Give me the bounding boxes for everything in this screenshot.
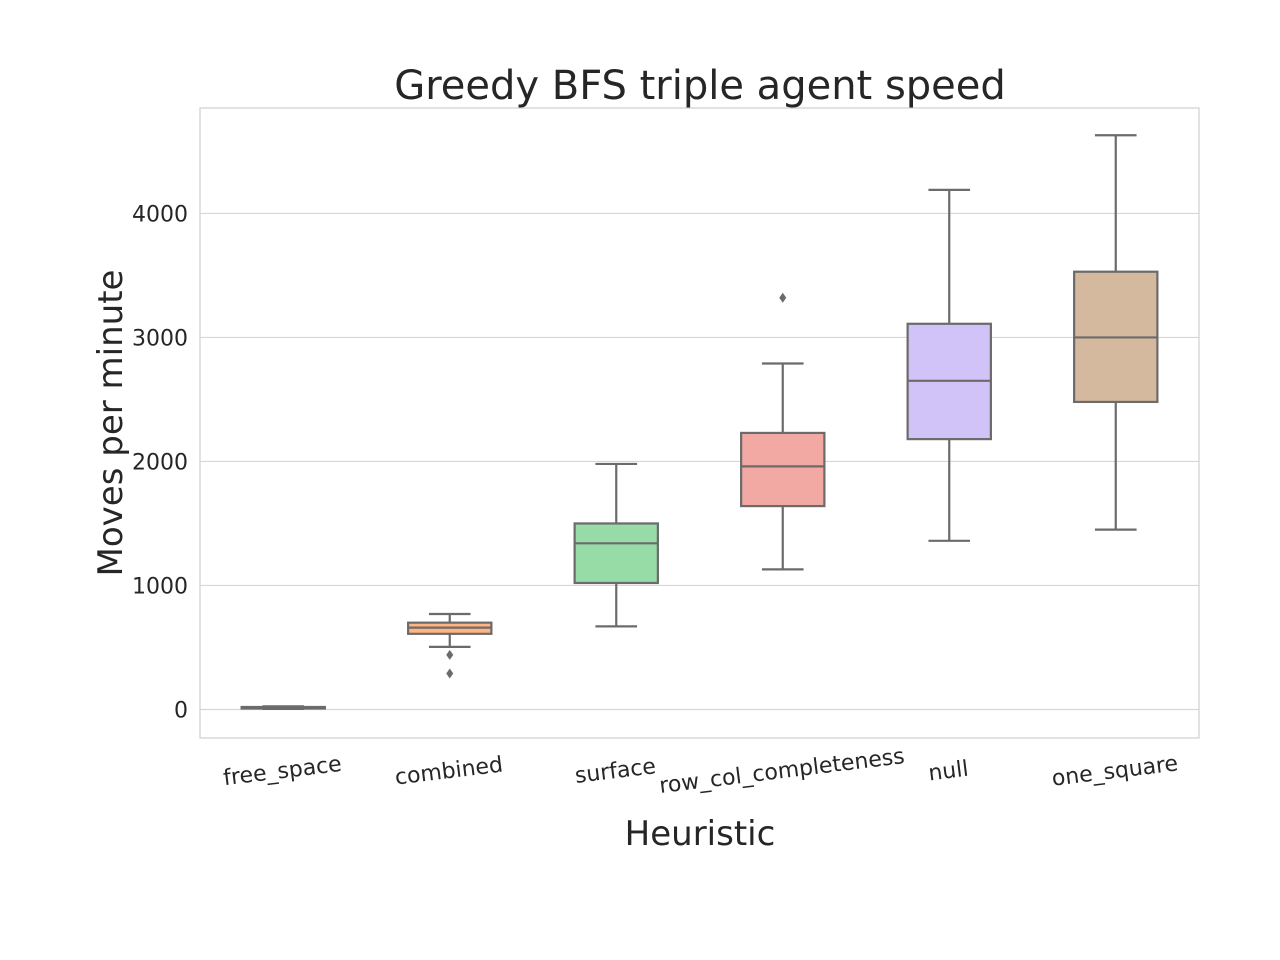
iqr-box-row_col_completeness bbox=[740, 431, 826, 508]
outlier-combined-1 bbox=[446, 668, 454, 679]
box-surface bbox=[573, 462, 659, 628]
box-row_col_completeness bbox=[740, 292, 826, 571]
y-axis-ticks: 0 1000 2000 3000 4000 bbox=[132, 202, 188, 723]
box-one_square bbox=[1073, 134, 1159, 531]
outlier-combined-0 bbox=[446, 649, 454, 660]
box-series bbox=[240, 134, 1159, 710]
plot-frame bbox=[199, 107, 1200, 739]
y-tick-label-0: 0 bbox=[174, 698, 188, 723]
box-combined bbox=[407, 612, 493, 679]
iqr-box-surface bbox=[573, 522, 659, 585]
y-axis-label: Moves per minute bbox=[91, 270, 131, 577]
y-tick-label-4000: 4000 bbox=[132, 202, 188, 227]
y-tick-label-2000: 2000 bbox=[132, 450, 188, 475]
box-null bbox=[906, 188, 992, 542]
box-free_space bbox=[240, 705, 326, 710]
y-tick-label-1000: 1000 bbox=[132, 574, 188, 599]
chart-title: Greedy BFS triple agent speed bbox=[394, 63, 1006, 109]
y-tick-label-3000: 3000 bbox=[132, 326, 188, 351]
outlier-row_col_completeness-0 bbox=[779, 292, 787, 303]
x-tick-label-null: null bbox=[927, 757, 970, 787]
x-axis-label: Heuristic bbox=[625, 814, 776, 854]
grid-lines bbox=[200, 212, 1199, 711]
